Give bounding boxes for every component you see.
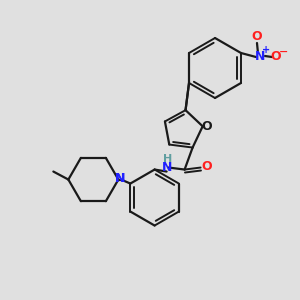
Text: O: O: [271, 50, 281, 64]
Text: O: O: [201, 160, 212, 173]
Text: H: H: [163, 154, 172, 164]
Text: −: −: [279, 47, 289, 57]
Text: N: N: [255, 50, 265, 62]
Text: +: +: [262, 45, 270, 55]
Text: N: N: [115, 172, 125, 185]
Text: O: O: [252, 31, 262, 44]
Text: N: N: [115, 172, 125, 185]
Text: N: N: [161, 161, 172, 174]
Text: O: O: [201, 120, 212, 133]
